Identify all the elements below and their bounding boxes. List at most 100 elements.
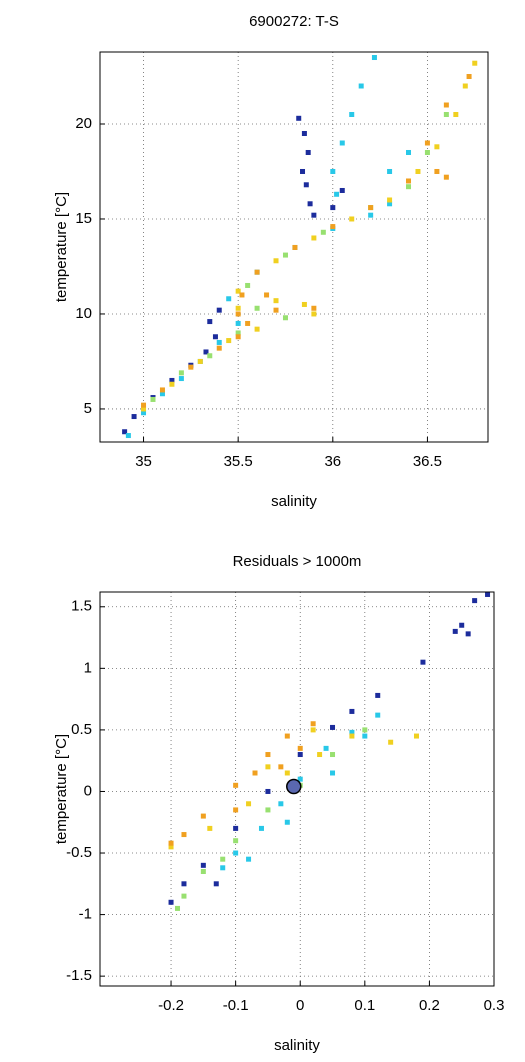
- data-point: [200, 868, 206, 874]
- data-point: [443, 102, 449, 108]
- chart-title: Residuals > 1000m: [233, 553, 362, 570]
- data-point: [233, 825, 239, 831]
- data-point: [339, 187, 345, 193]
- data-point: [334, 191, 340, 197]
- data-point: [207, 825, 213, 831]
- plot-frame: [99, 591, 495, 987]
- data-point: [406, 184, 412, 190]
- data-point: [168, 899, 174, 905]
- data-point: [181, 893, 187, 899]
- data-point: [472, 598, 478, 604]
- data-point: [387, 168, 393, 174]
- data-point: [330, 752, 336, 758]
- data-point: [349, 111, 355, 117]
- x-tick-label: 36.5: [413, 453, 442, 470]
- data-point: [301, 130, 307, 136]
- y-tick-label: -1.5: [66, 967, 92, 984]
- data-point: [233, 850, 239, 856]
- data-point: [349, 216, 355, 222]
- data-point: [265, 807, 271, 813]
- data-point: [175, 905, 181, 911]
- data-point: [278, 801, 284, 807]
- data-point: [258, 825, 264, 831]
- y-tick-label: 1.5: [71, 598, 92, 615]
- data-point: [216, 307, 222, 313]
- data-point: [254, 305, 260, 311]
- data-point: [362, 733, 368, 739]
- chart-title: 6900272: T-S: [249, 13, 339, 30]
- data-point: [362, 727, 368, 733]
- data-point: [388, 739, 394, 745]
- data-point: [323, 745, 329, 751]
- data-point: [254, 326, 260, 332]
- data-point: [349, 733, 355, 739]
- data-point: [424, 140, 430, 146]
- data-point: [296, 115, 302, 121]
- data-point: [220, 856, 226, 862]
- data-point: [375, 712, 381, 718]
- data-point: [406, 178, 412, 184]
- y-tick-label: -1: [79, 906, 92, 923]
- data-point: [311, 305, 317, 311]
- data-point: [200, 813, 206, 819]
- data-point: [424, 149, 430, 155]
- data-point: [317, 752, 323, 758]
- data-point: [216, 345, 222, 351]
- data-point: [387, 201, 393, 207]
- data-point: [415, 168, 421, 174]
- data-point: [284, 819, 290, 825]
- x-tick-label: 35: [135, 453, 152, 470]
- data-point: [265, 752, 271, 758]
- data-point: [168, 844, 174, 850]
- x-tick-label: 0.2: [419, 997, 440, 1014]
- data-point: [213, 881, 219, 887]
- x-axis-label: salinity: [274, 1037, 320, 1054]
- data-point: [212, 334, 218, 340]
- data-point: [168, 840, 174, 846]
- data-point: [375, 692, 381, 698]
- data-point: [159, 391, 165, 397]
- y-tick-label: 20: [75, 115, 92, 132]
- data-point: [310, 721, 316, 727]
- data-point: [320, 229, 326, 235]
- data-point: [226, 296, 232, 302]
- data-point: [387, 197, 393, 203]
- data-point: [178, 370, 184, 376]
- data-point: [203, 349, 209, 355]
- data-point: [284, 770, 290, 776]
- data-point: [235, 320, 241, 326]
- data-point: [265, 764, 271, 770]
- data-point: [245, 282, 251, 288]
- data-point: [122, 429, 128, 435]
- y-tick-label: 5: [84, 400, 92, 417]
- data-point: [273, 258, 279, 264]
- data-point: [265, 788, 271, 794]
- data-point: [200, 862, 206, 868]
- x-tick-label: 0.1: [354, 997, 375, 1014]
- data-point: [278, 764, 284, 770]
- data-point: [349, 729, 355, 735]
- data-point: [420, 659, 426, 665]
- y-tick-label: 0: [84, 782, 92, 799]
- data-point: [246, 856, 252, 862]
- data-point: [292, 244, 298, 250]
- data-point: [282, 252, 288, 258]
- data-point: [349, 708, 355, 714]
- data-point: [233, 782, 239, 788]
- data-point: [339, 140, 345, 146]
- data-point: [150, 396, 156, 402]
- data-point: [254, 269, 260, 275]
- data-point: [181, 832, 187, 838]
- y-tick-label: 0.5: [71, 721, 92, 738]
- data-point: [284, 733, 290, 739]
- data-point: [443, 111, 449, 117]
- data-point: [282, 315, 288, 321]
- y-axis-label: temperature [°C]: [53, 734, 70, 844]
- reference-point: [286, 778, 302, 795]
- data-point: [188, 364, 194, 370]
- data-point: [273, 307, 279, 313]
- data-point: [485, 591, 491, 597]
- data-point: [300, 168, 306, 174]
- data-point: [371, 55, 377, 61]
